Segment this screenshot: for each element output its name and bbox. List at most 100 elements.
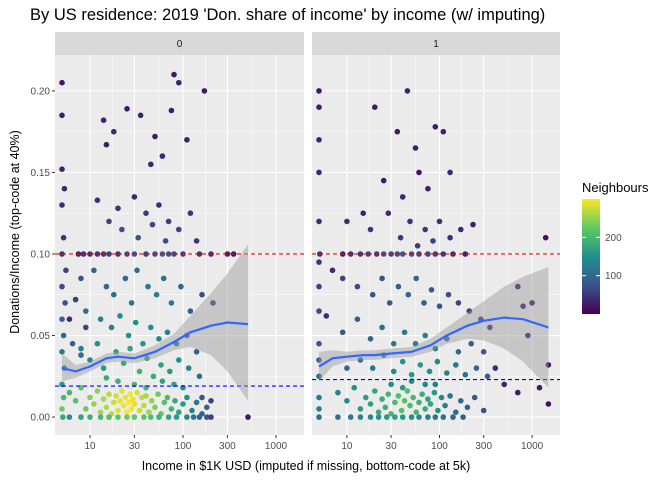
data-point xyxy=(385,210,392,216)
data-point xyxy=(401,329,408,336)
data-point xyxy=(136,407,143,414)
data-point xyxy=(419,391,426,398)
data-point xyxy=(453,409,459,416)
data-point xyxy=(347,414,354,420)
x-tick-label: 1000 xyxy=(521,441,544,452)
data-point xyxy=(143,210,149,216)
data-point xyxy=(124,414,130,420)
data-point xyxy=(399,194,406,200)
data-point xyxy=(150,373,157,380)
data-point xyxy=(425,414,431,420)
data-point xyxy=(344,365,350,371)
data-point xyxy=(432,414,439,420)
data-point xyxy=(103,283,110,290)
data-point xyxy=(335,389,341,396)
data-point xyxy=(487,324,493,331)
data-point xyxy=(545,362,552,368)
data-point xyxy=(471,394,478,401)
data-point xyxy=(158,362,164,368)
data-point xyxy=(416,399,422,406)
data-point xyxy=(144,355,150,362)
data-point xyxy=(466,308,473,314)
data-point xyxy=(60,414,66,420)
data-point xyxy=(187,210,194,216)
smooth-line xyxy=(61,321,249,373)
data-point xyxy=(122,275,129,282)
smooth-line xyxy=(318,316,549,368)
data-point xyxy=(59,283,65,290)
data-point xyxy=(480,349,487,355)
data-point xyxy=(113,393,119,399)
data-point xyxy=(412,340,419,347)
data-point xyxy=(156,336,162,342)
data-point xyxy=(78,275,84,282)
data-point xyxy=(204,404,210,411)
data-point xyxy=(445,291,452,298)
data-point xyxy=(408,371,415,378)
data-point xyxy=(404,88,411,94)
data-point xyxy=(97,316,104,323)
data-point xyxy=(395,283,402,290)
data-point xyxy=(159,153,166,159)
data-point xyxy=(425,185,431,192)
data-point xyxy=(316,137,322,143)
data-point xyxy=(422,332,429,339)
data-point xyxy=(428,287,435,293)
facet-strip-label: 1 xyxy=(433,39,439,50)
data-point xyxy=(59,202,65,208)
data-point xyxy=(87,357,93,363)
data-point xyxy=(167,368,173,375)
data-point xyxy=(375,414,382,420)
data-point xyxy=(128,300,135,306)
color-legend: Neighbours 100 200 xyxy=(582,180,649,314)
data-point xyxy=(379,396,385,402)
data-point xyxy=(407,218,413,225)
data-point xyxy=(103,375,110,381)
data-point xyxy=(447,169,453,176)
data-point xyxy=(382,404,389,411)
facet-panel-0: 0 xyxy=(55,32,304,435)
data-point xyxy=(440,128,447,135)
data-point xyxy=(196,373,203,380)
data-point xyxy=(462,251,469,257)
data-point xyxy=(316,88,322,94)
data-point xyxy=(405,291,412,298)
y-tick-label: 0.15 xyxy=(31,168,51,179)
y-tick-label: 0.00 xyxy=(31,413,51,424)
data-point xyxy=(458,398,464,404)
data-point xyxy=(173,414,180,420)
data-point xyxy=(323,313,330,319)
data-point xyxy=(148,414,154,420)
data-point xyxy=(124,106,130,112)
data-point xyxy=(367,401,374,407)
data-point xyxy=(139,394,145,401)
data-point xyxy=(97,409,104,416)
data-point xyxy=(436,303,443,310)
data-point xyxy=(100,117,107,123)
data-point xyxy=(176,226,182,233)
data-point xyxy=(59,79,65,86)
data-point xyxy=(375,409,382,416)
data-point xyxy=(413,275,420,282)
data-point xyxy=(168,406,175,412)
data-point xyxy=(60,394,67,401)
data-point xyxy=(354,283,361,290)
data-point xyxy=(59,316,65,323)
data-point xyxy=(145,283,151,290)
data-point xyxy=(128,406,135,412)
data-point xyxy=(432,381,439,388)
data-point xyxy=(410,394,417,401)
data-point xyxy=(316,283,322,290)
data-point xyxy=(72,296,79,303)
x-tick-label: 1000 xyxy=(265,441,288,452)
data-point xyxy=(141,402,147,409)
data-point xyxy=(94,388,101,394)
data-point xyxy=(148,398,155,404)
data-point xyxy=(210,300,216,306)
data-point xyxy=(329,267,336,274)
data-point xyxy=(132,319,139,326)
data-point xyxy=(153,291,160,298)
data-point xyxy=(369,365,376,371)
smooth-confidence-band xyxy=(62,244,248,401)
